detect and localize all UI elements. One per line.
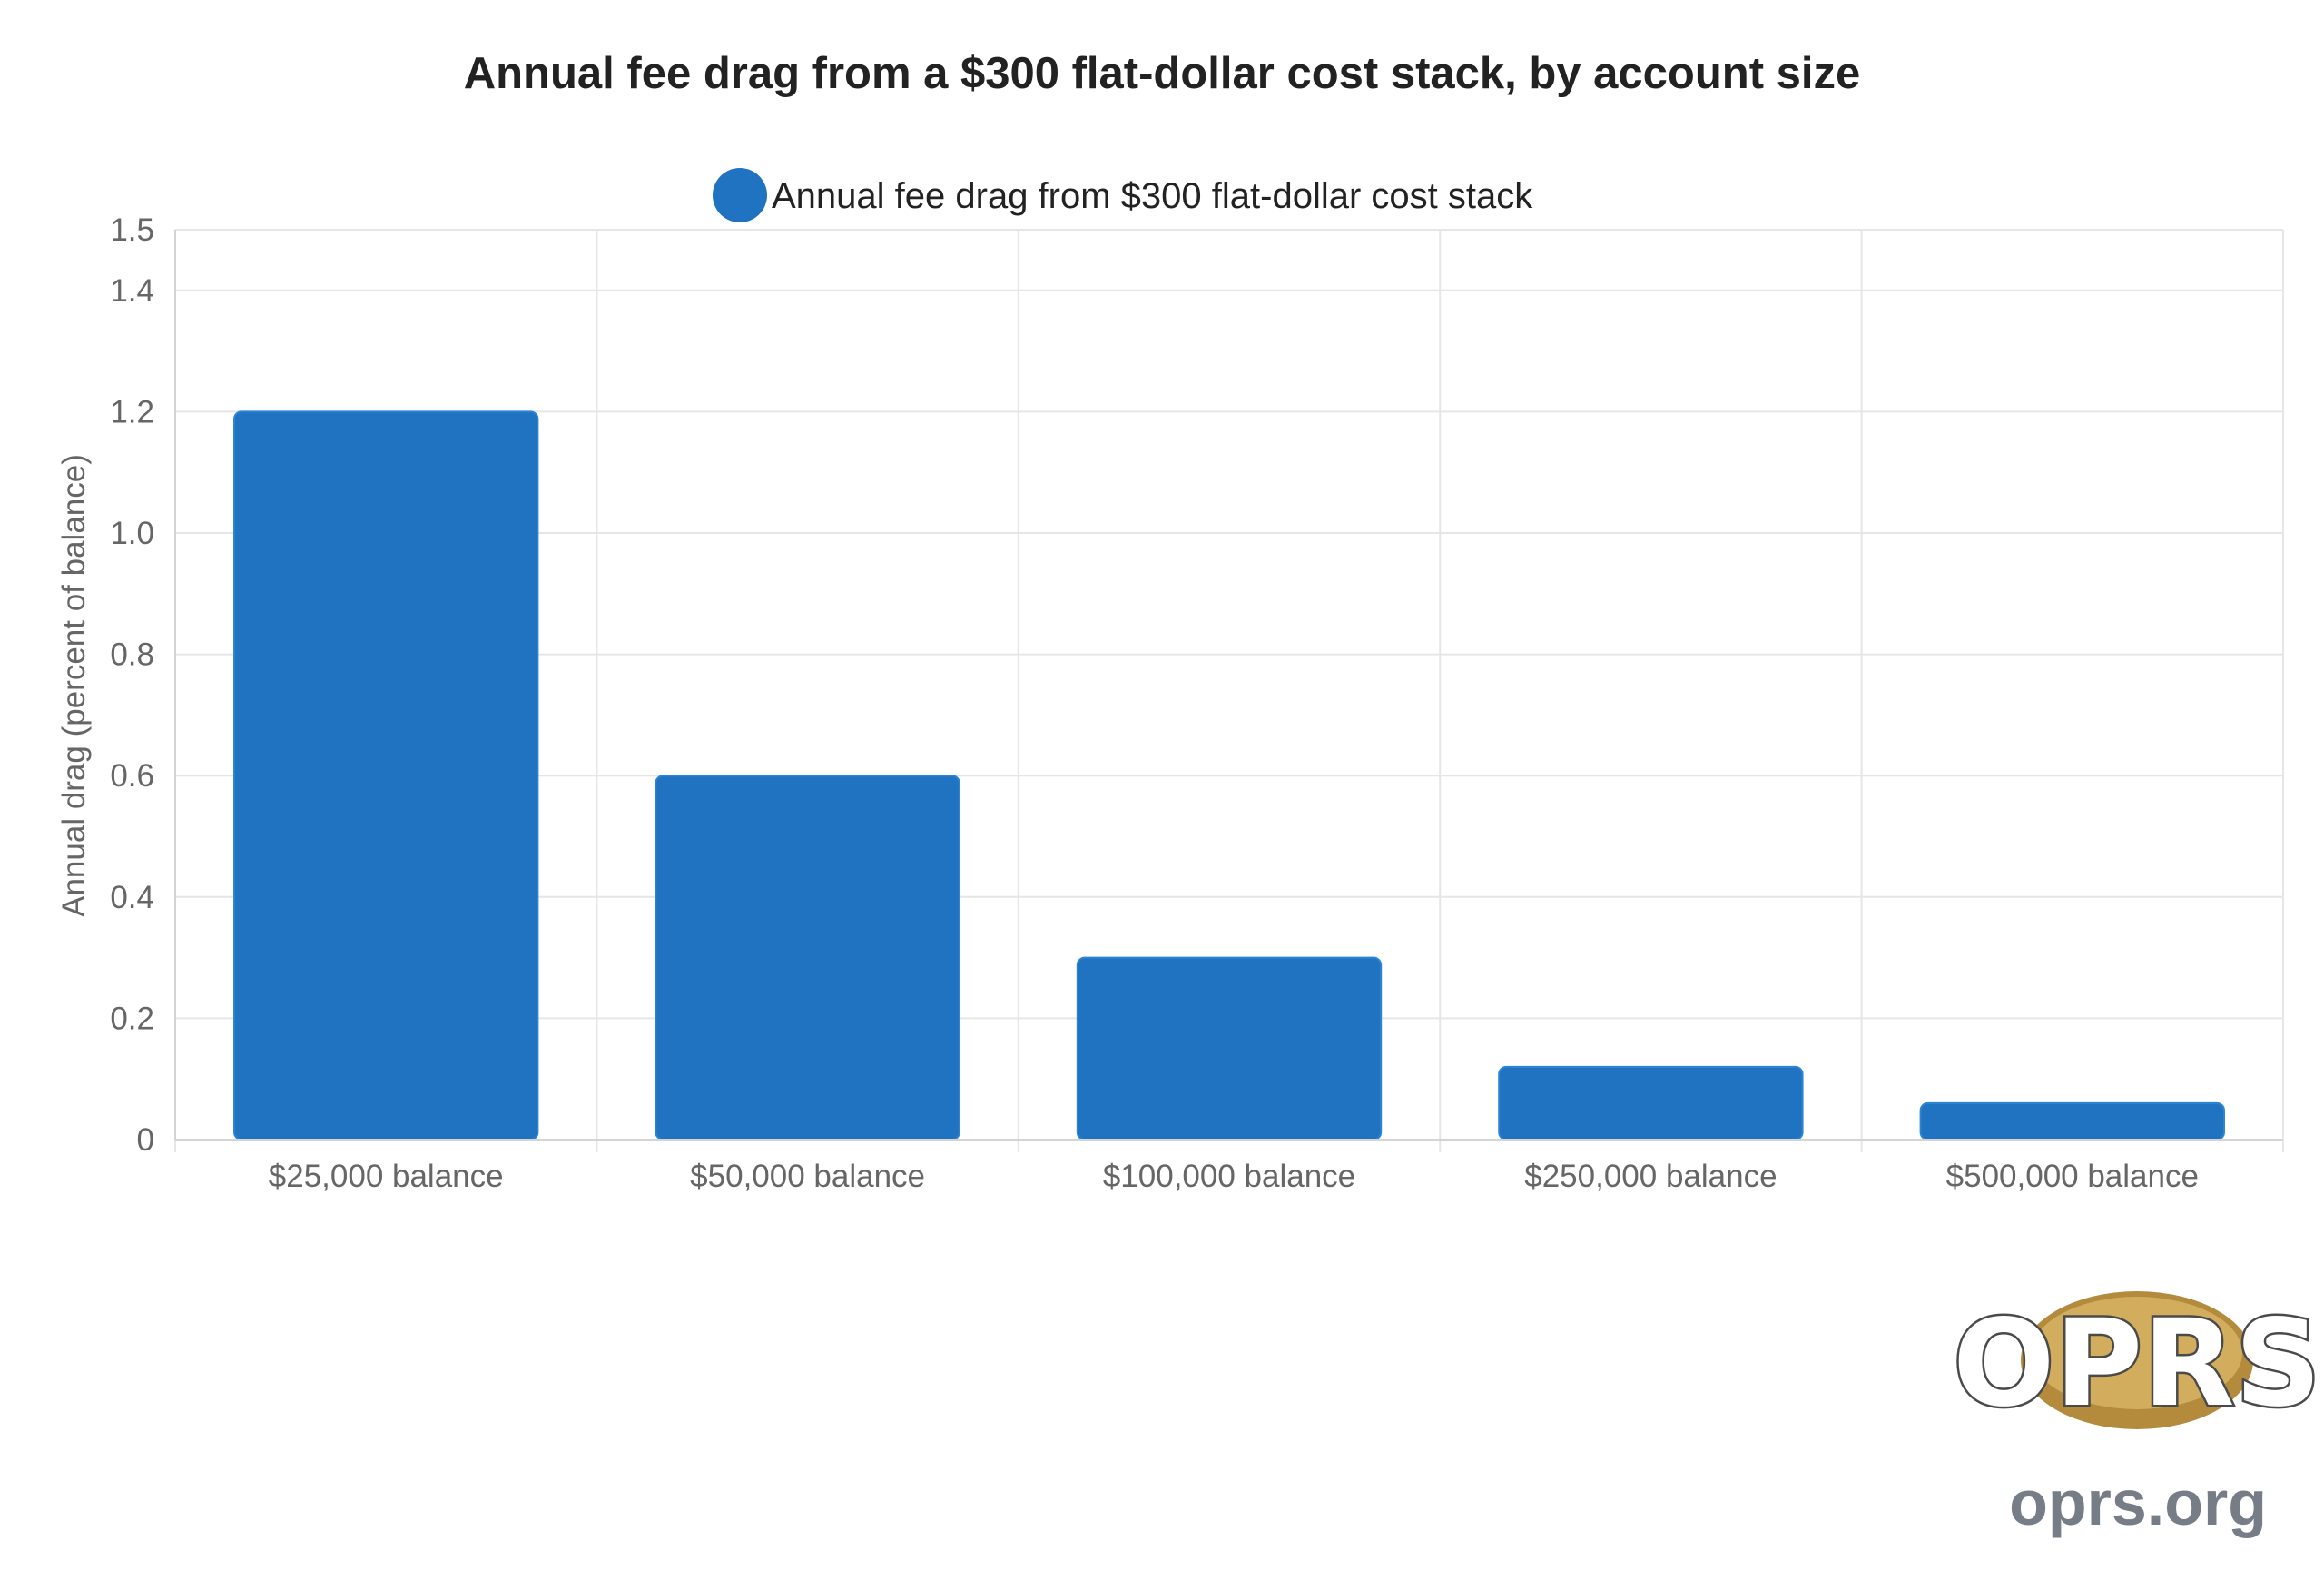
y-tick-label: 1.0 (110, 516, 154, 551)
axes (174, 230, 2283, 1141)
x-tick-label: $50,000 balance (690, 1159, 925, 1194)
y-tick-label: 0 (137, 1122, 154, 1158)
y-tick-label: 0.2 (110, 1001, 154, 1036)
y-tick-label: 0.6 (110, 758, 154, 794)
y-axis-title: Annual drag (percent of balance) (56, 454, 92, 917)
x-tick-label: $100,000 balance (1103, 1159, 1355, 1194)
bar[interactable] (1076, 956, 1383, 1141)
legend-swatch (713, 168, 767, 222)
bar[interactable] (1498, 1065, 1804, 1141)
bar[interactable] (655, 775, 960, 1141)
y-tick-label: 1.2 (110, 394, 154, 430)
y-tick-label: 1.4 (110, 273, 154, 309)
x-tick-label: $25,000 balance (269, 1159, 504, 1194)
y-tick-label: 1.5 (110, 212, 154, 248)
legend[interactable]: Annual fee drag from $300 flat-dollar co… (713, 168, 1533, 222)
logo-text: OPRS (1953, 1294, 2321, 1434)
chart-title: Annual fee drag from a $300 flat-dollar … (464, 49, 1861, 98)
y-tick-label: 0.8 (110, 637, 154, 673)
x-tick-label: $250,000 balance (1524, 1159, 1777, 1194)
site-url[interactable]: oprs.org (2009, 1467, 2267, 1538)
legend-label: Annual fee drag from $300 flat-dollar co… (772, 176, 1533, 216)
y-tick-label: 0.4 (110, 880, 154, 915)
oprs-logo: OPRS (1951, 1291, 2323, 1437)
bar[interactable] (1919, 1101, 2225, 1141)
bar[interactable] (233, 410, 539, 1141)
x-tick-label: $500,000 balance (1946, 1159, 2199, 1194)
axis-labels: 0 0.2 0.4 0.6 0.8 1.0 1.2 1.4 1.5 $25,000 balance… (110, 212, 2199, 1194)
